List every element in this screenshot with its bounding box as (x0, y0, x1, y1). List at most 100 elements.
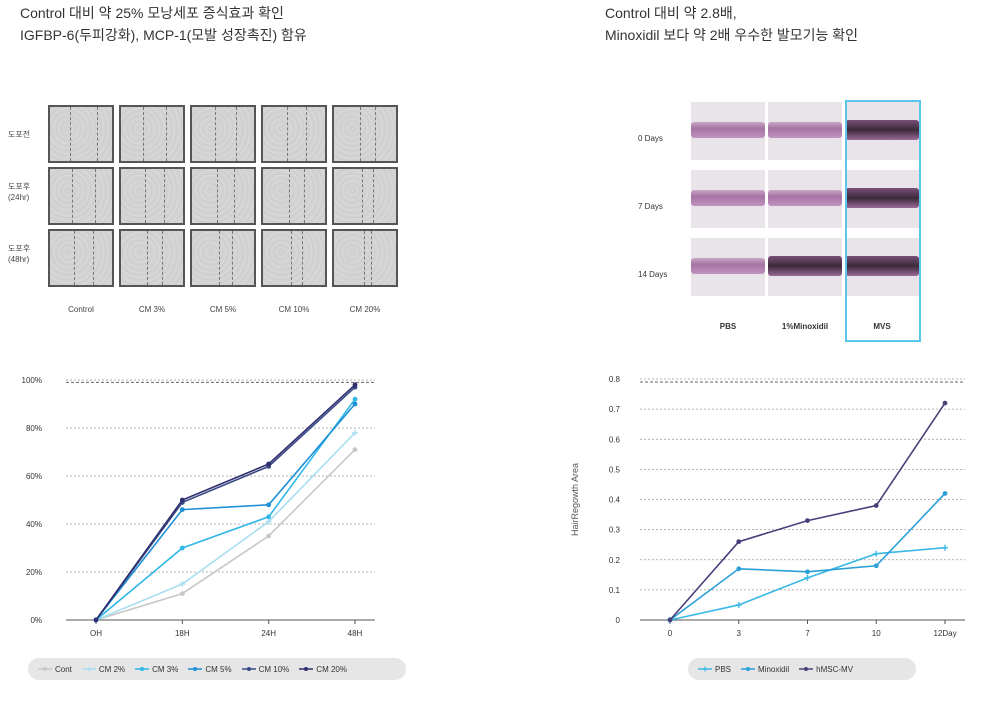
x-tick-label: 12Day (933, 629, 956, 638)
data-point (942, 400, 948, 406)
scratch-gap-lines (364, 231, 372, 285)
legend-label: PBS (715, 664, 732, 674)
y-tick-label: 0.8 (609, 375, 621, 384)
migration-col-label: Control (68, 305, 94, 314)
data-point (179, 545, 185, 551)
migration-micrograph (190, 105, 256, 163)
legend-label: Minoxidil (758, 664, 790, 674)
legend-swatch (799, 667, 814, 671)
legend-label: CM 5% (205, 664, 232, 674)
migration-micrograph (119, 105, 185, 163)
migration-col-label: CM 10% (278, 305, 310, 314)
data-point (804, 574, 811, 581)
tissue-band (845, 188, 919, 208)
legend-item: Cont (38, 665, 72, 674)
y-tick-label: 0.2 (609, 556, 621, 565)
data-point (805, 518, 810, 523)
migration-col-label: CM 5% (209, 305, 237, 314)
data-point (266, 502, 272, 508)
legend-item: CM 10% (241, 664, 290, 674)
legend-swatch (698, 666, 712, 672)
y-tick-label: 20% (26, 568, 42, 577)
series-line (669, 492, 946, 621)
data-point (942, 491, 948, 496)
migration-row-label: 도포전 (8, 130, 31, 139)
legend-item: CM 20% (299, 665, 347, 674)
data-point (266, 461, 272, 467)
histology-row-label: 14 Days (638, 270, 668, 279)
legend-swatch (241, 667, 256, 671)
histology-col-label: 1%Minoxidil (781, 322, 829, 331)
right-caption: Control 대비 약 2.8배, Minoxidil 보다 약 2배 우수한… (605, 2, 858, 46)
x-tick-label: 48H (348, 629, 363, 638)
data-point (873, 550, 880, 557)
x-tick-label: 0 (668, 629, 673, 638)
series-line (95, 398, 356, 621)
migration-micrograph (332, 229, 398, 287)
tissue-band (845, 120, 919, 140)
migration-micrograph (261, 167, 327, 225)
migration-micrograph (119, 229, 185, 287)
legend-label: CM 2% (98, 664, 126, 674)
scratch-gap-lines (145, 169, 165, 223)
tissue-band (691, 190, 765, 206)
migration-row-label: 도포후 (24hr) (8, 182, 31, 202)
left-caption-line2: IGFBP-6(두피강화), MCP-1(모발 성장촉진) 함유 (20, 27, 307, 43)
tissue-band (768, 122, 842, 138)
series-line (95, 449, 356, 621)
scratch-gap-lines (74, 231, 94, 285)
tissue-band (768, 190, 842, 206)
histology-section-image (768, 170, 842, 228)
legend-label: CM 3% (152, 664, 179, 674)
migration-micrograph (48, 105, 114, 163)
legend-swatch (135, 667, 150, 671)
y-tick-label: 0% (30, 616, 42, 625)
right-chart-legend: PBS Minoxidil hMSC-MV (688, 658, 916, 680)
data-point (352, 429, 358, 436)
tissue-band (845, 256, 919, 276)
cell-proliferation-line-chart: 0% 20% 40% 60% 80% 100% OH 18H 24H 48H (22, 376, 375, 638)
histology-section-image (768, 238, 842, 296)
data-point (352, 382, 358, 388)
legend-item: CM 2% (81, 664, 126, 674)
legend-swatch (81, 666, 96, 672)
tissue-band (691, 258, 765, 274)
data-point (266, 514, 272, 520)
scratch-gap-lines (147, 231, 163, 285)
scratch-gap-lines (143, 107, 167, 161)
x-tick-label: 10 (872, 629, 881, 638)
data-point (873, 563, 879, 569)
histology-section-image (691, 102, 765, 160)
right-caption-line1: Control 대비 약 2.8배, (605, 5, 737, 21)
data-point (736, 566, 742, 572)
scratch-gap-lines (287, 107, 307, 161)
migration-micrograph (190, 229, 256, 287)
y-tick-label: 40% (26, 520, 42, 529)
legend-label: CM 10% (258, 664, 290, 674)
legend-item: CM 5% (188, 664, 232, 674)
legend-item: PBS (698, 665, 731, 674)
x-tick-label: OH (90, 629, 102, 638)
data-point (942, 544, 948, 551)
histology-col-label: MVS (873, 322, 891, 331)
migration-micrograph (48, 167, 114, 225)
scratch-gap-lines (219, 231, 233, 285)
mvs-highlight-frame (845, 100, 921, 342)
x-tick-label: 18H (175, 629, 190, 638)
x-tick-label: 7 (805, 629, 810, 638)
scratch-gap-lines (362, 169, 374, 223)
y-tick-label: 0.3 (609, 526, 621, 535)
legend-label: CM 20% (316, 664, 347, 674)
histology-section-image (845, 102, 919, 160)
legend-swatch (299, 667, 314, 671)
left-chart-legend: Cont CM 2% CM 3% CM 5% CM 10% CM 20% (28, 658, 406, 680)
tissue-band (691, 122, 765, 138)
series-line (95, 403, 356, 621)
data-point (735, 601, 742, 608)
migration-micrograph (332, 167, 398, 225)
migration-micrograph (48, 229, 114, 287)
series-line (95, 432, 356, 621)
data-point (667, 617, 673, 623)
legend-swatch (188, 667, 203, 671)
x-tick-label: 24H (261, 629, 276, 638)
